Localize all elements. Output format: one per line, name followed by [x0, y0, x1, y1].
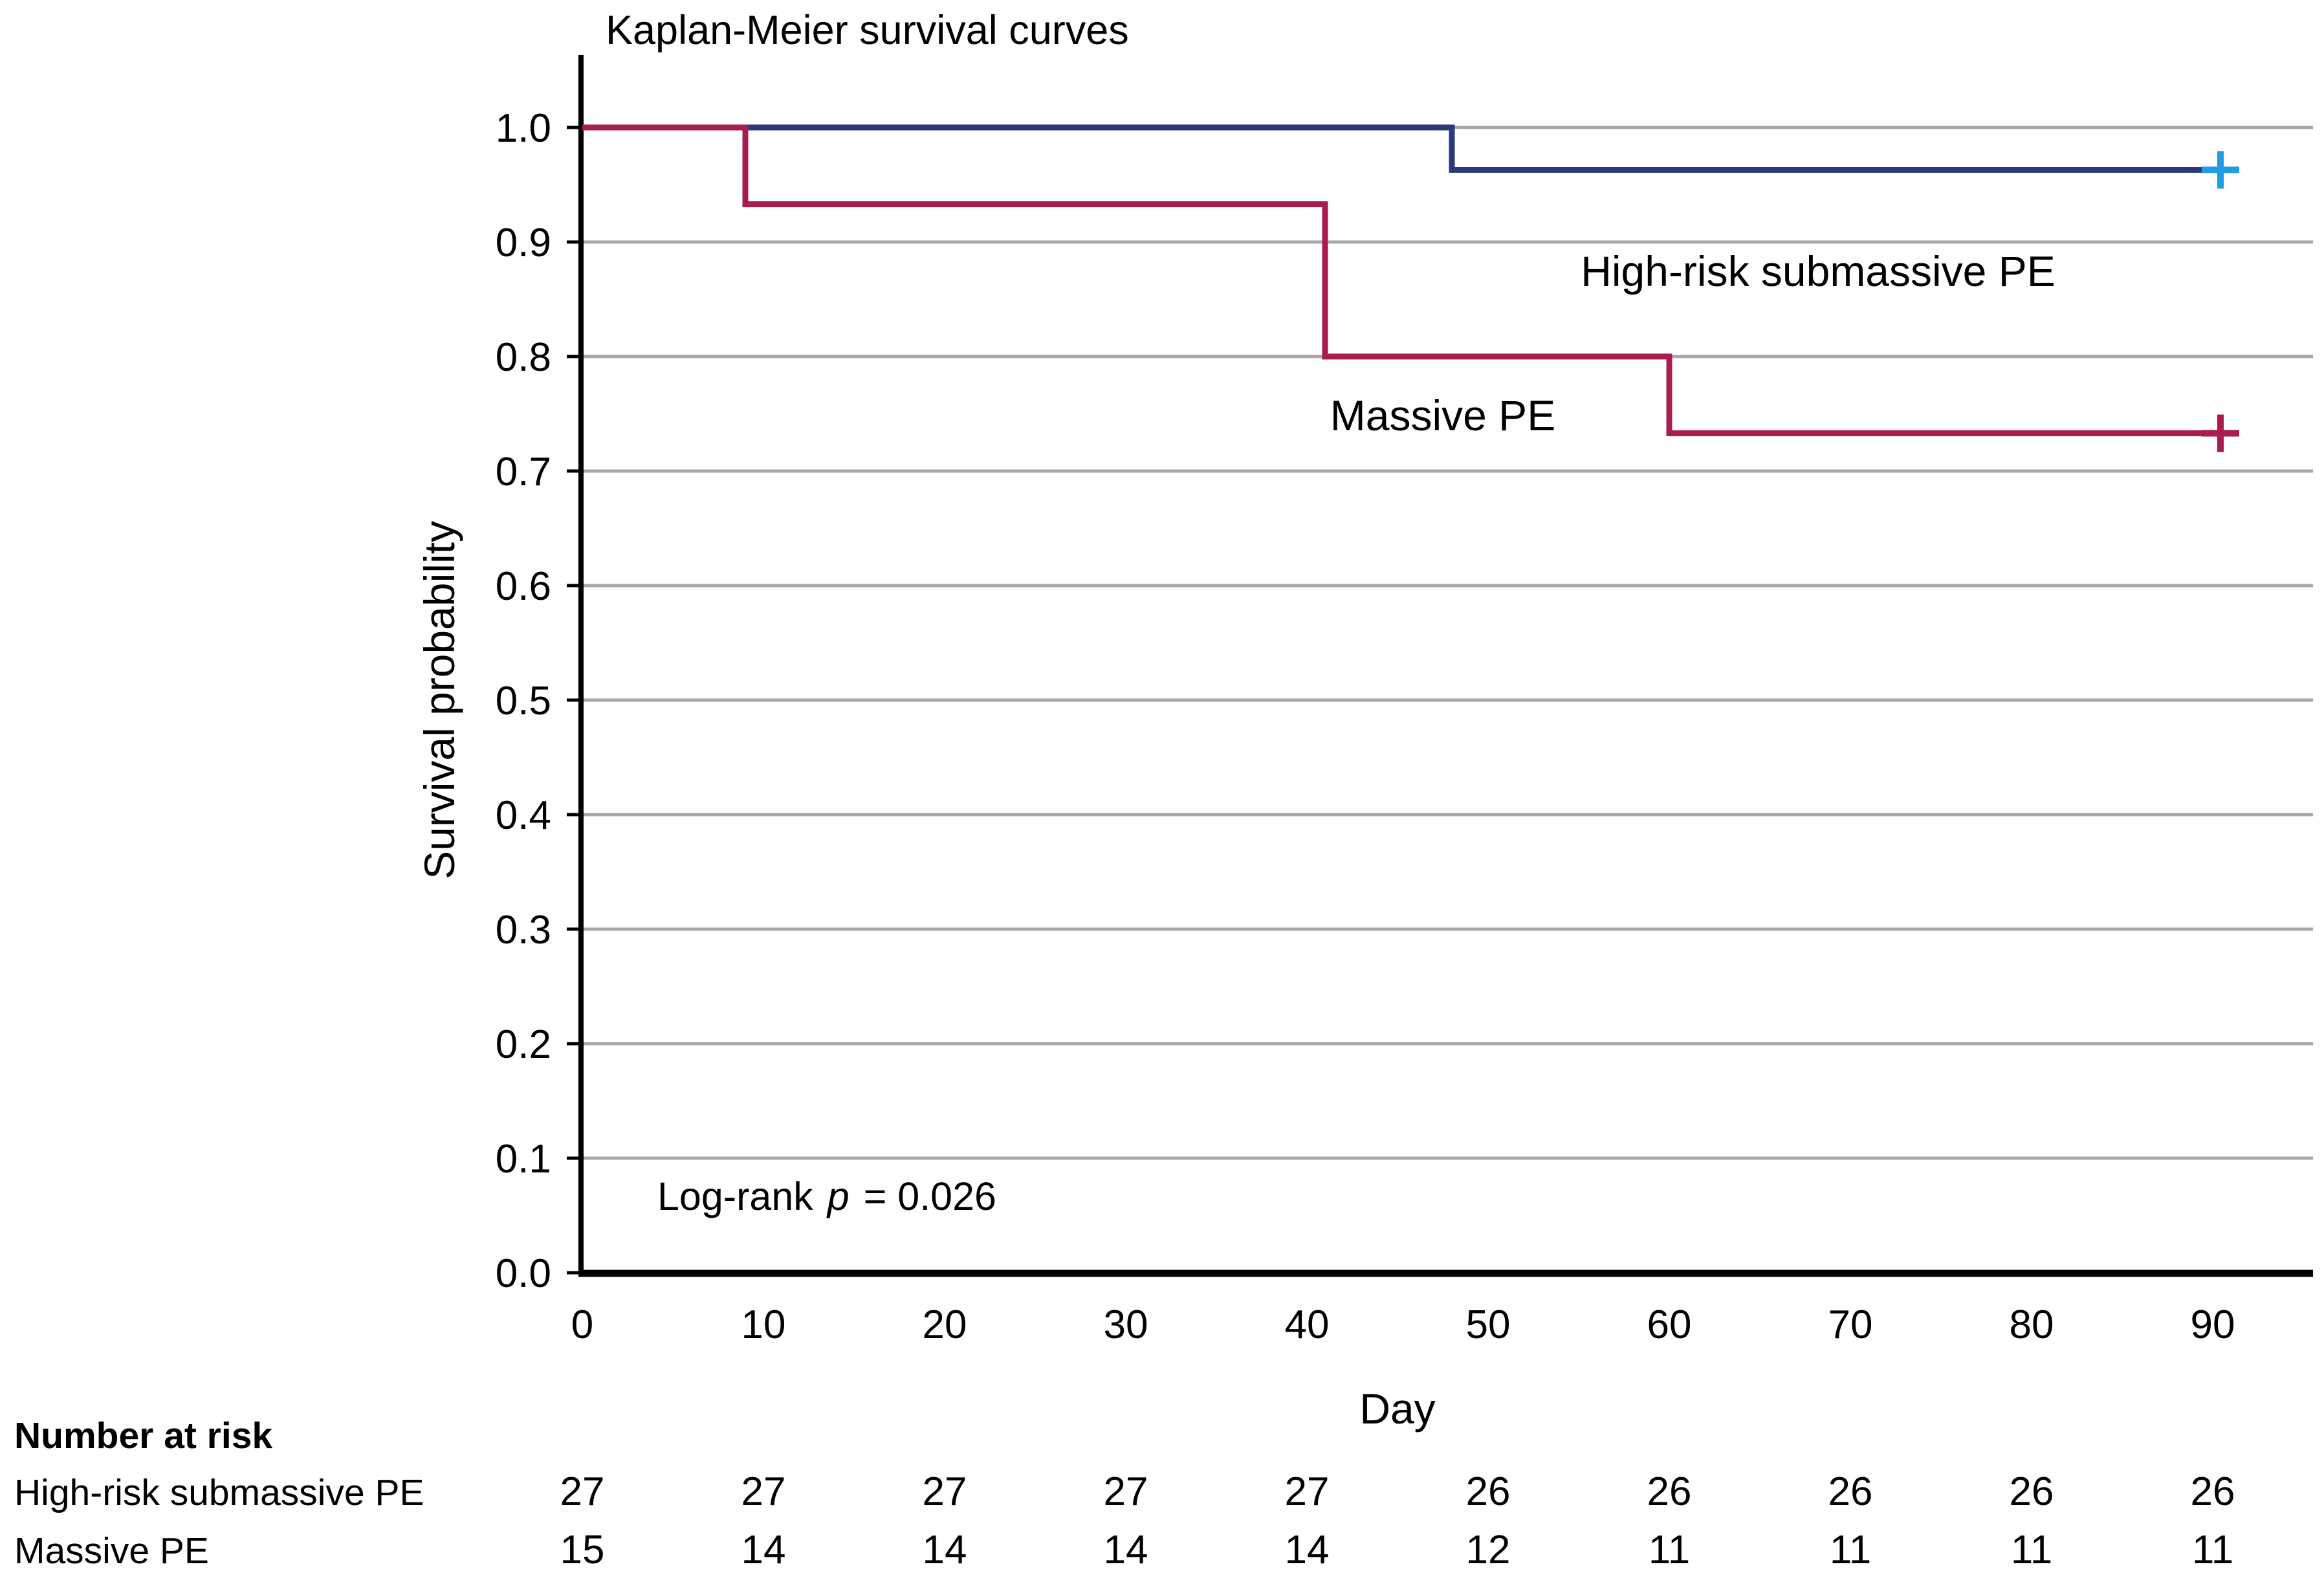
y-axis-tick-labels: 0.0 0.1 0.2 0.3 0.4 0.5 0.6 0.7 0.8 0.9 1.0 — [496, 106, 551, 1296]
risk-count: 14 — [1104, 1528, 1148, 1572]
axes — [578, 55, 2313, 1277]
risk-count: 11 — [2011, 1528, 2052, 1572]
x-axis-tick-labels: 0 10 20 30 40 50 60 70 80 90 — [571, 1302, 2235, 1347]
risk-count: 11 — [1830, 1528, 1871, 1572]
risk-count: 27 — [560, 1469, 605, 1514]
risk-count: 14 — [741, 1528, 786, 1572]
risk-row-label-high-risk-submassive-pe: High-risk submassive PE — [14, 1472, 424, 1513]
risk-count: 26 — [1828, 1469, 1873, 1514]
survival-curve — [582, 124, 2213, 437]
x-tick-label: 30 — [1104, 1302, 1148, 1347]
chart-title: Kaplan-Meier survival curves — [606, 8, 1129, 53]
risk-table-numbers: 27 27 27 27 27 26 26 26 26 26 15 14 14 14 14 12 11 11 11 11 — [560, 1469, 2235, 1572]
survival-curve — [582, 124, 2213, 173]
risk-count: 26 — [2191, 1469, 2235, 1514]
y-tick-label: 0.5 — [496, 679, 551, 723]
log-rank-value: = 0.026 — [864, 1174, 996, 1218]
x-tick-label: 90 — [2191, 1302, 2235, 1347]
risk-count: 27 — [923, 1469, 967, 1514]
y-tick-label: 0.2 — [496, 1022, 551, 1067]
y-tick-label: 0.9 — [496, 221, 551, 265]
y-tick-label: 0.6 — [496, 564, 551, 609]
y-tick-label: 0.1 — [496, 1137, 551, 1181]
x-tick-label: 80 — [2010, 1302, 2054, 1347]
y-tick-label: 0.0 — [496, 1251, 551, 1296]
y-tick-label: 0.3 — [496, 908, 551, 952]
risk-count: 26 — [1466, 1469, 1511, 1514]
y-tick-label: 0.7 — [496, 450, 551, 494]
risk-count: 26 — [2010, 1469, 2054, 1514]
censor-mark — [2202, 414, 2239, 452]
risk-table: Number at risk High-risk submassive PE M… — [14, 1415, 2235, 1572]
risk-table-header: Number at risk — [14, 1415, 272, 1456]
x-tick-label: 70 — [1828, 1302, 1873, 1347]
series-label-high-risk-submassive-pe: High-risk submassive PE — [1581, 247, 2055, 295]
x-tick-label: 50 — [1466, 1302, 1511, 1347]
risk-count: 27 — [1285, 1469, 1330, 1514]
risk-count: 14 — [1285, 1528, 1330, 1572]
risk-row-label-massive-pe: Massive PE — [14, 1530, 209, 1572]
risk-count: 11 — [1649, 1528, 1690, 1572]
x-tick-label: 0 — [571, 1302, 593, 1347]
log-rank-prefix: Log-rank — [657, 1174, 813, 1218]
x-axis-title: Day — [1359, 1385, 1435, 1433]
y-tick-label: 1.0 — [496, 106, 551, 151]
risk-count: 27 — [741, 1469, 786, 1514]
log-rank-annotation: Log-rank p = 0.026 — [657, 1174, 996, 1218]
y-tick-label: 0.4 — [496, 793, 551, 838]
risk-count: 27 — [1104, 1469, 1148, 1514]
x-tick-label: 40 — [1285, 1302, 1330, 1347]
risk-count: 14 — [923, 1528, 967, 1572]
risk-count: 15 — [560, 1528, 605, 1572]
series-label-massive-pe: Massive PE — [1330, 391, 1555, 439]
log-rank-p-symbol: p — [826, 1174, 850, 1218]
x-tick-label: 60 — [1647, 1302, 1692, 1347]
gridlines — [581, 126, 2313, 1160]
censor-mark — [2202, 151, 2239, 189]
survival-curves — [582, 124, 2239, 452]
risk-count: 12 — [1466, 1528, 1511, 1572]
risk-count: 11 — [2192, 1528, 2233, 1572]
x-tick-label: 10 — [741, 1302, 786, 1347]
risk-count: 26 — [1647, 1469, 1692, 1514]
x-tick-label: 20 — [923, 1302, 967, 1347]
y-tick-label: 0.8 — [496, 335, 551, 380]
y-axis-ticks — [567, 126, 581, 1275]
y-axis-title: Survival probability — [415, 521, 463, 879]
